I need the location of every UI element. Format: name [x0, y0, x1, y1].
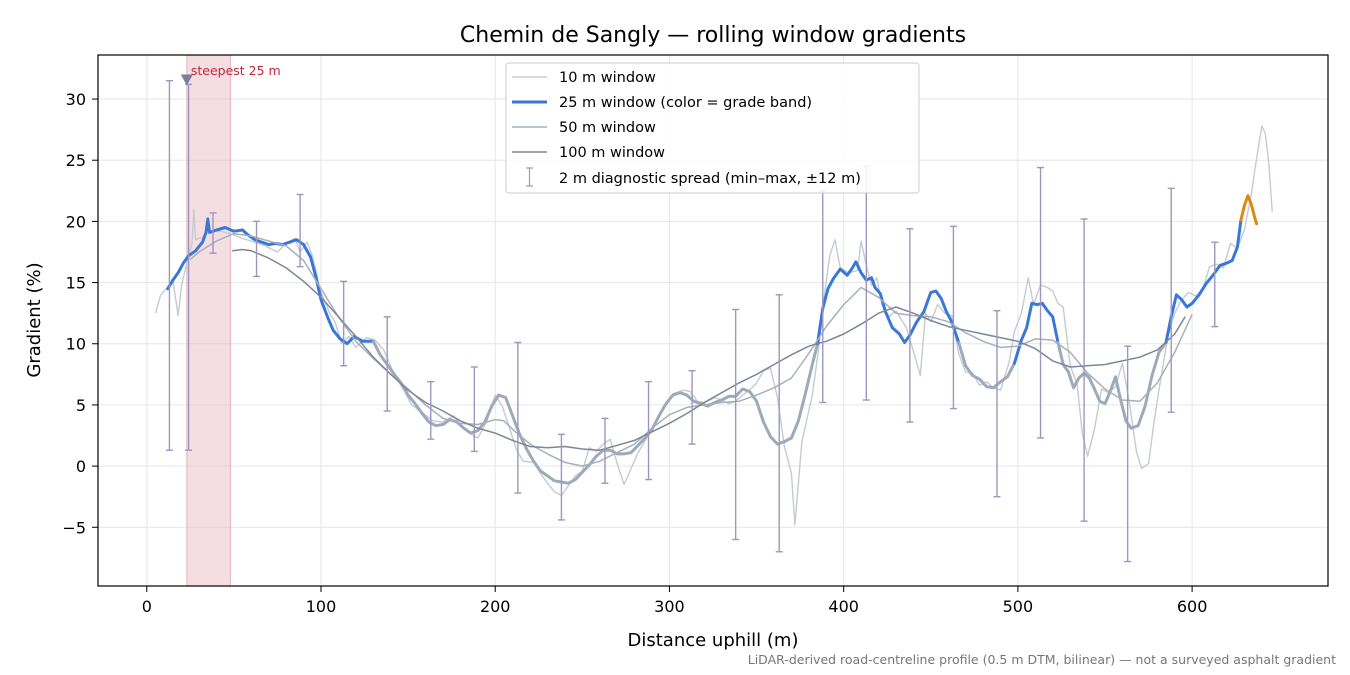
diagnostic-errorbar	[514, 341, 522, 494]
steepest-band	[186, 54, 231, 587]
x-axis-label: Distance uphill (m)	[628, 630, 799, 651]
legend-label-w25: 25 m window (color = grade band)	[559, 95, 812, 111]
y-tick-label: 15	[66, 274, 86, 293]
diagnostic-errorbar	[470, 366, 478, 453]
legend-box	[505, 62, 920, 194]
legend-label-diag: 2 m diagnostic spread (min–max, ±12 m)	[559, 171, 861, 187]
x-tick-label: 200	[480, 597, 511, 616]
diagnostic-errorbar	[1167, 187, 1175, 413]
diagnostic-errorbar	[1037, 166, 1045, 439]
series-25m-window-segment	[1056, 341, 1168, 430]
diagnostic-errorbar	[383, 316, 391, 412]
series-25m-window-segment	[1239, 194, 1259, 226]
chart-title: Chemin de Sangly — rolling window gradie…	[460, 23, 966, 48]
y-tick-label: 20	[66, 212, 86, 231]
x-tick-label: 400	[828, 597, 859, 616]
diagnostic-errorbar	[688, 369, 696, 445]
diagnostic-errorbar	[340, 280, 348, 367]
diagnostic-errorbar	[601, 417, 609, 484]
legend-swatch-diag	[526, 167, 533, 187]
steepest-label: steepest 25 m	[191, 63, 281, 78]
y-tick-label: 25	[66, 151, 86, 170]
plot-frame	[97, 54, 1329, 587]
diagnostic-errorbar	[645, 380, 653, 481]
diagnostic-errorbar	[775, 294, 783, 553]
series-25m-window-segment	[1164, 218, 1243, 344]
footnote: LiDAR-derived road-centreline profile (0…	[748, 652, 1336, 667]
legend-label-w100: 100 m window	[559, 145, 665, 161]
diagnostic-errorbar	[732, 308, 740, 541]
y-tick-label: 0	[76, 457, 86, 476]
x-tick-label: 500	[1003, 597, 1034, 616]
y-tick-label: 5	[76, 396, 86, 415]
x-tick-label: 600	[1177, 597, 1208, 616]
series-100m-window	[232, 248, 1186, 451]
diagnostic-errorbar	[209, 212, 217, 254]
x-tick-label: 0	[142, 597, 152, 616]
diagnostic-errorbar	[1124, 345, 1132, 563]
diagnostic-errorbar	[296, 193, 304, 268]
series-25m-window-segment	[371, 339, 819, 485]
diagnostic-errorbar	[906, 228, 914, 423]
series-25m-window-segment	[816, 260, 961, 346]
y-tick-label: 10	[66, 335, 86, 354]
legend: 10 m window 25 m window (color = grade b…	[505, 62, 920, 194]
diagnostic-errorbar	[427, 380, 435, 440]
diagnostic-errorbar	[993, 310, 1001, 498]
series-25m-window-segment	[166, 217, 375, 346]
x-tick-label: 300	[654, 597, 685, 616]
diagnostic-errorbar	[1211, 241, 1219, 328]
legend-label-w50: 50 m window	[559, 120, 656, 136]
series-50m-window	[189, 232, 1193, 467]
y-axis-label: Gradient (%)	[24, 262, 45, 377]
diagnostic-errorbars	[165, 74, 1219, 563]
diagnostic-errorbar	[949, 225, 957, 410]
diagnostic-errorbar	[165, 79, 173, 451]
steepest-marker	[180, 74, 193, 86]
series-25m-window-segment	[957, 341, 1016, 390]
series-25m-window-segment	[1012, 301, 1060, 365]
legend-label-w10: 10 m window	[559, 70, 656, 86]
diagnostic-errorbar	[253, 220, 261, 278]
diagnostic-errorbar	[1080, 218, 1088, 522]
x-tick-label: 100	[306, 597, 337, 616]
diagnostic-errorbar	[557, 433, 565, 521]
y-tick-label: −5	[62, 518, 86, 537]
axis-ticks: 0 100 200 300 400 500 600 −5 0 5 10 15 20 25 30	[62, 90, 1207, 616]
y-tick-label: 30	[66, 90, 86, 109]
